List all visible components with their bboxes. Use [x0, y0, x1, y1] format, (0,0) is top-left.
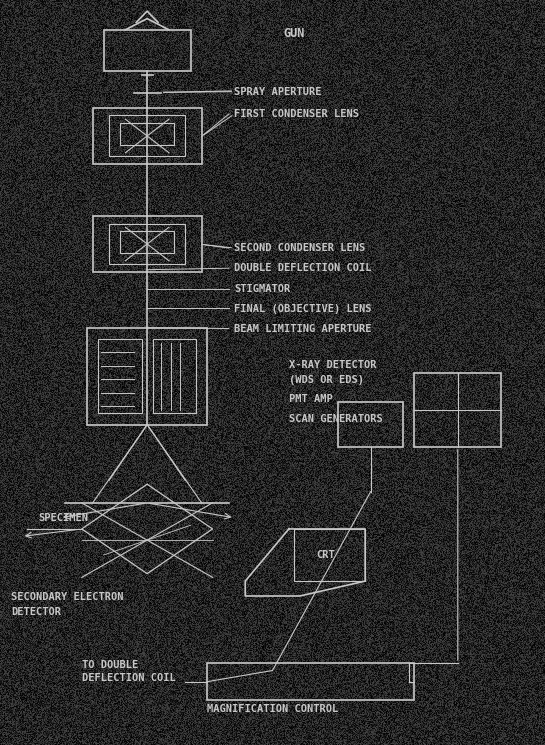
- Text: CRT: CRT: [316, 550, 335, 560]
- Text: MAGNIFICATION CONTROL: MAGNIFICATION CONTROL: [207, 704, 338, 714]
- Text: SCAN GENERATORS: SCAN GENERATORS: [289, 413, 383, 424]
- Text: DETECTOR: DETECTOR: [11, 607, 61, 618]
- Bar: [207, 663, 414, 700]
- Bar: [109, 224, 185, 264]
- Text: SECOND CONDENSER LENS: SECOND CONDENSER LENS: [234, 243, 366, 253]
- Bar: [93, 108, 202, 164]
- Text: SPRAY APERTURE: SPRAY APERTURE: [234, 86, 322, 97]
- Bar: [93, 216, 202, 272]
- Text: FIRST CONDENSER LENS: FIRST CONDENSER LENS: [234, 109, 359, 119]
- Bar: [104, 30, 191, 71]
- Text: PMT AMP: PMT AMP: [289, 393, 332, 404]
- Bar: [338, 402, 403, 447]
- Text: DOUBLE DEFLECTION COIL: DOUBLE DEFLECTION COIL: [234, 263, 372, 273]
- Bar: [153, 339, 196, 413]
- Text: X-RAY DETECTOR: X-RAY DETECTOR: [289, 360, 377, 370]
- Bar: [120, 231, 174, 253]
- Text: FINAL (OBJECTIVE) LENS: FINAL (OBJECTIVE) LENS: [234, 304, 372, 314]
- Text: GUN: GUN: [283, 27, 305, 40]
- Text: DEFLECTION COIL: DEFLECTION COIL: [82, 673, 175, 683]
- Text: STIGMATOR: STIGMATOR: [234, 284, 290, 294]
- Bar: [98, 339, 142, 413]
- Text: (WDS OR EDS): (WDS OR EDS): [289, 375, 364, 385]
- Bar: [294, 529, 365, 581]
- Bar: [414, 372, 501, 447]
- Text: TO DOUBLE: TO DOUBLE: [82, 659, 138, 670]
- Text: SPECIMEN: SPECIMEN: [38, 513, 88, 523]
- Bar: [120, 123, 174, 145]
- Bar: [87, 328, 207, 425]
- Text: SECONDARY ELECTRON: SECONDARY ELECTRON: [11, 592, 123, 603]
- Text: BEAM LIMITING APERTURE: BEAM LIMITING APERTURE: [234, 324, 372, 335]
- Bar: [109, 115, 185, 156]
